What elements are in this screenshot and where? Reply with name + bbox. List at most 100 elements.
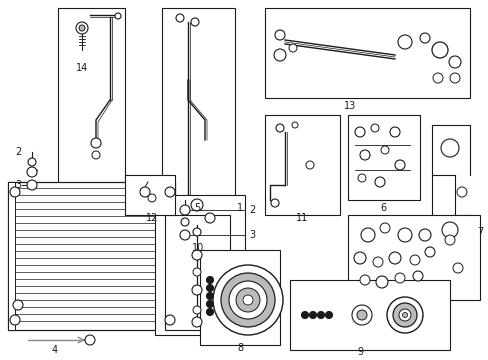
Text: 3: 3 [248, 230, 255, 240]
Circle shape [301, 311, 308, 319]
Circle shape [181, 218, 189, 226]
Circle shape [10, 315, 20, 325]
Circle shape [192, 285, 202, 295]
Circle shape [431, 42, 447, 58]
Text: 2: 2 [248, 205, 255, 215]
Text: 13: 13 [343, 101, 355, 111]
Circle shape [206, 284, 213, 292]
Text: 14: 14 [76, 63, 88, 73]
Circle shape [444, 235, 454, 245]
Bar [347, 215, 479, 300]
Circle shape [398, 309, 410, 321]
Circle shape [191, 18, 199, 26]
Circle shape [76, 22, 88, 34]
Circle shape [397, 228, 411, 242]
Circle shape [192, 317, 202, 327]
Circle shape [360, 228, 374, 242]
Circle shape [374, 177, 384, 187]
Circle shape [409, 255, 419, 265]
Circle shape [27, 180, 37, 190]
Circle shape [394, 160, 404, 170]
Circle shape [79, 25, 85, 31]
Circle shape [206, 309, 213, 315]
Circle shape [176, 14, 183, 22]
Text: 9: 9 [356, 347, 362, 357]
Circle shape [448, 56, 460, 68]
Circle shape [441, 222, 457, 238]
Circle shape [359, 275, 369, 285]
Circle shape [392, 303, 416, 327]
Circle shape [148, 194, 156, 202]
Circle shape [140, 187, 150, 197]
Circle shape [354, 127, 364, 137]
Circle shape [10, 187, 20, 197]
Bar [164, 215, 229, 330]
Circle shape [389, 127, 399, 137]
Circle shape [180, 205, 190, 215]
Circle shape [432, 73, 442, 83]
Text: 7: 7 [476, 227, 482, 237]
Circle shape [180, 230, 190, 240]
Bar [155, 195, 244, 335]
Circle shape [213, 265, 283, 335]
Circle shape [193, 306, 201, 314]
Circle shape [28, 158, 36, 166]
Bar [347, 115, 419, 200]
Circle shape [91, 138, 101, 148]
Circle shape [357, 174, 365, 182]
Text: 6: 6 [379, 203, 385, 213]
Circle shape [456, 187, 466, 197]
Circle shape [397, 35, 411, 49]
Text: 10: 10 [191, 243, 203, 253]
Circle shape [359, 150, 369, 160]
Circle shape [370, 124, 378, 132]
Circle shape [273, 49, 285, 61]
Circle shape [394, 273, 404, 283]
Circle shape [419, 33, 429, 43]
Circle shape [236, 288, 260, 312]
Circle shape [92, 151, 100, 159]
Circle shape [351, 305, 371, 325]
Circle shape [13, 300, 23, 310]
Circle shape [440, 139, 458, 157]
Text: 2: 2 [15, 147, 21, 157]
Circle shape [402, 312, 407, 318]
Circle shape [418, 229, 430, 241]
Text: 3: 3 [15, 180, 21, 190]
Circle shape [204, 213, 215, 223]
Circle shape [325, 311, 332, 319]
Bar [125, 175, 175, 215]
Text: 5: 5 [193, 203, 200, 213]
Circle shape [228, 281, 266, 319]
Circle shape [206, 301, 213, 307]
Circle shape [274, 30, 285, 40]
Circle shape [85, 335, 95, 345]
Circle shape [206, 276, 213, 284]
Text: 1: 1 [237, 203, 243, 213]
Circle shape [380, 146, 388, 154]
Bar [58, 8, 125, 195]
Circle shape [356, 310, 366, 320]
Bar [200, 250, 280, 345]
Circle shape [449, 73, 459, 83]
Text: 12: 12 [145, 213, 158, 223]
Bar [8, 182, 15, 330]
Circle shape [270, 199, 279, 207]
Circle shape [386, 297, 422, 333]
Circle shape [243, 295, 252, 305]
Text: 4: 4 [52, 345, 58, 355]
Bar [168, 182, 175, 330]
Circle shape [193, 228, 201, 236]
Circle shape [372, 257, 382, 267]
Circle shape [317, 311, 324, 319]
Bar [264, 115, 339, 215]
Text: 11: 11 [295, 213, 307, 223]
Circle shape [412, 271, 422, 281]
Circle shape [192, 250, 202, 260]
Circle shape [193, 268, 201, 276]
Circle shape [379, 223, 389, 233]
Bar [289, 280, 449, 350]
Circle shape [221, 273, 274, 327]
Text: 8: 8 [237, 343, 243, 353]
Circle shape [206, 292, 213, 300]
